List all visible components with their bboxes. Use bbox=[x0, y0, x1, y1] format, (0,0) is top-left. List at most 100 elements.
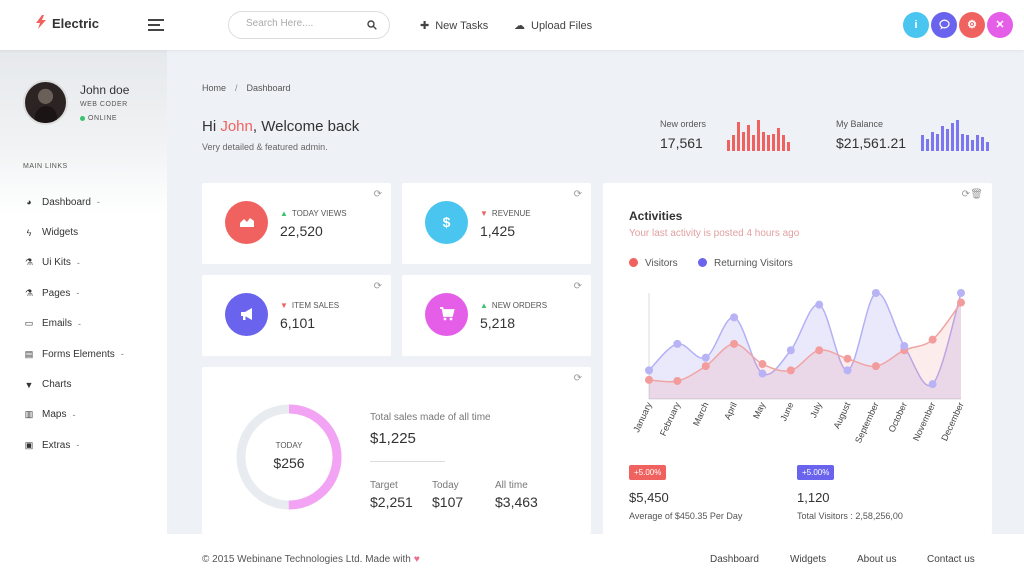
menu-toggle-icon[interactable] bbox=[148, 19, 164, 34]
data-point[interactable] bbox=[645, 366, 653, 375]
refresh-icon[interactable]: ⟳ bbox=[373, 281, 382, 292]
footer-link-about[interactable]: About us bbox=[857, 554, 897, 565]
data-point[interactable] bbox=[928, 335, 937, 344]
trash-icon[interactable]: 🗑 bbox=[970, 189, 983, 200]
sidebar-item-ui-kits[interactable]: ⚗ Ui Kits - bbox=[0, 248, 167, 278]
sidebar-item-charts[interactable]: ▼ Charts bbox=[0, 369, 167, 399]
stat-card-new-orders: ⟳ ▲ NEW ORDERS 5,218 bbox=[402, 275, 591, 356]
sidebar-item-label: Dashboard bbox=[42, 196, 91, 208]
sidebar-item-widgets[interactable]: ϟ Widgets bbox=[0, 217, 167, 247]
data-point[interactable] bbox=[786, 366, 795, 375]
activities-subtitle: Your last activity is posted 4 hours ago bbox=[629, 228, 800, 239]
sparkline-bar bbox=[981, 137, 984, 151]
activity-area-chart: January February March April May June July Augu… bbox=[631, 289, 966, 445]
data-point[interactable] bbox=[928, 380, 937, 389]
data-point[interactable] bbox=[900, 342, 909, 350]
data-point[interactable] bbox=[673, 376, 682, 385]
sidebar-item-pages[interactable]: ⚗ Pages - bbox=[0, 278, 167, 308]
info-icon: i bbox=[914, 19, 918, 31]
info-button[interactable]: i bbox=[903, 12, 929, 38]
x-tick-label: July bbox=[808, 400, 824, 419]
data-point[interactable] bbox=[871, 362, 880, 371]
x-tick-label: February bbox=[658, 400, 682, 437]
sales-donut-chart bbox=[236, 404, 342, 510]
map-icon: ▥ bbox=[24, 409, 34, 420]
settings-button[interactable]: ⚙ bbox=[959, 12, 985, 38]
welcome-suffix: , Welcome back bbox=[252, 118, 360, 135]
data-point[interactable] bbox=[957, 289, 965, 297]
refresh-icon[interactable]: ⟳ bbox=[573, 189, 582, 200]
sparkline-bar bbox=[772, 134, 775, 151]
legend-returning-visitors[interactable]: Returning Visitors bbox=[698, 258, 793, 269]
search-input[interactable] bbox=[246, 18, 366, 29]
user-status-label: ONLINE bbox=[88, 115, 118, 122]
flask-icon: ⚗ bbox=[24, 257, 34, 268]
activities-card: ⟳ 🗑 Activities Your last activity is pos… bbox=[603, 183, 992, 534]
data-point[interactable] bbox=[786, 346, 795, 355]
chat-button[interactable] bbox=[931, 12, 957, 38]
data-point[interactable] bbox=[730, 339, 739, 348]
sparkline-bar bbox=[727, 140, 730, 151]
sidebar-item-maps[interactable]: ▥ Maps - bbox=[0, 400, 167, 430]
sparkline-bar bbox=[742, 132, 745, 151]
stat-value: 22,520 bbox=[280, 223, 323, 239]
sidebar-item-forms-elements[interactable]: ▤ Forms Elements - bbox=[0, 339, 167, 369]
user-status: ONLINE bbox=[80, 115, 117, 122]
breadcrumb-home[interactable]: Home bbox=[202, 83, 227, 93]
data-point[interactable] bbox=[701, 362, 710, 371]
sparkline-bar bbox=[936, 134, 939, 151]
legend-visitors[interactable]: Visitors bbox=[629, 258, 678, 269]
sparkline-bar bbox=[782, 135, 785, 151]
footer-link-widgets[interactable]: Widgets bbox=[790, 554, 827, 565]
divider bbox=[370, 461, 445, 462]
visitors-note: Total Visitors : 2,58,256,00 bbox=[797, 511, 903, 521]
nav-section-title: MAIN LINKS bbox=[23, 163, 68, 170]
refresh-icon[interactable]: ⟳ bbox=[573, 373, 582, 384]
gift-icon: ▣ bbox=[24, 439, 34, 450]
data-point[interactable] bbox=[758, 369, 767, 378]
sidebar-item-dashboard[interactable]: ◕ Dashboard - bbox=[0, 187, 167, 217]
data-point[interactable] bbox=[815, 346, 824, 355]
data-point[interactable] bbox=[871, 289, 880, 297]
sparkline-bar bbox=[921, 135, 924, 151]
refresh-icon[interactable]: ⟳ bbox=[373, 189, 382, 200]
new-tasks-link[interactable]: ✚ New Tasks bbox=[420, 19, 488, 32]
data-point[interactable] bbox=[815, 300, 824, 309]
data-point[interactable] bbox=[645, 375, 653, 384]
data-point[interactable] bbox=[957, 298, 965, 307]
data-point[interactable] bbox=[701, 353, 710, 362]
sidebar-item-extras[interactable]: ▣ Extras - bbox=[0, 430, 167, 460]
sparkline-bar bbox=[926, 139, 929, 151]
legend-label: Visitors bbox=[645, 258, 678, 269]
sidebar-item-label: Pages bbox=[42, 287, 71, 299]
data-point[interactable] bbox=[843, 366, 852, 375]
data-point[interactable] bbox=[843, 354, 852, 363]
search-icon[interactable] bbox=[367, 20, 377, 30]
online-dot-icon bbox=[80, 115, 85, 121]
brand-name[interactable]: Electric bbox=[52, 16, 99, 31]
sidebar-item-emails[interactable]: ▭ Emails - bbox=[0, 309, 167, 339]
today-value: $107 bbox=[432, 494, 464, 510]
arrow-down-icon: ▼ bbox=[280, 301, 288, 310]
visitors-value: 1,120 bbox=[797, 490, 830, 505]
growth-badge: +5.00% bbox=[797, 465, 835, 480]
refresh-icon[interactable]: ⟳ bbox=[573, 281, 582, 292]
x-tick-label: May bbox=[751, 400, 767, 420]
data-point[interactable] bbox=[673, 339, 682, 348]
copyright: © 2015 Webinane Technologies Ltd. Made w… bbox=[202, 554, 420, 565]
megaphone-icon bbox=[225, 293, 268, 336]
caret-icon: - bbox=[78, 318, 82, 329]
footer-link-dashboard[interactable]: Dashboard bbox=[710, 554, 759, 565]
total-sales-label: Total sales made of all time bbox=[370, 412, 491, 423]
upload-files-link[interactable]: ☁ Upload Files bbox=[514, 19, 592, 32]
sparkline-bar bbox=[976, 135, 979, 151]
sparkline-bar bbox=[777, 128, 780, 151]
avatar[interactable] bbox=[23, 80, 68, 125]
data-point[interactable] bbox=[758, 360, 767, 369]
footer-link-contact[interactable]: Contact us bbox=[927, 554, 975, 565]
data-point[interactable] bbox=[730, 313, 739, 322]
refresh-icon[interactable]: ⟳ bbox=[961, 189, 970, 200]
shuffle-button[interactable]: ✕ bbox=[987, 12, 1013, 38]
stat-label-text: TODAY VIEWS bbox=[291, 209, 347, 218]
upload-files-label: Upload Files bbox=[531, 20, 593, 32]
